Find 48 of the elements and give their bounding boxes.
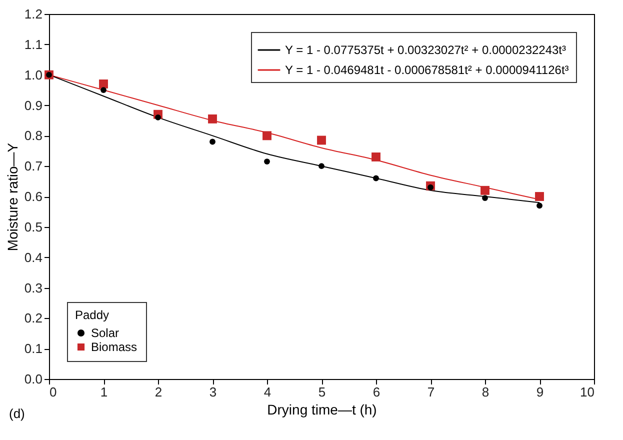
- legend-label: Y = 1 - 0.0775375t + 0.00323027t² + 0.0000232243t³: [285, 43, 566, 57]
- legend-title: Paddy: [75, 308, 110, 322]
- y-tick-label: 0.8: [24, 128, 42, 144]
- point: [480, 186, 490, 195]
- x-tick-label: 10: [580, 384, 594, 400]
- point: [428, 184, 434, 190]
- legend-label: Solar: [91, 326, 120, 340]
- y-tick-label: 0.3: [24, 280, 42, 296]
- point: [262, 131, 272, 140]
- x-tick-label: 0: [50, 384, 57, 400]
- point: [318, 163, 324, 170]
- point: [264, 158, 270, 164]
- x-tick-label: 3: [209, 384, 217, 400]
- x-axis-title: Drying time—t (h): [267, 402, 377, 418]
- y-tick-label: 1.2: [24, 6, 42, 22]
- point: [155, 114, 161, 120]
- point: [208, 114, 217, 124]
- y-axis-title: Moisture ratio—Y: [4, 142, 20, 252]
- y-tick-label: 0.4: [24, 250, 42, 265]
- point: [373, 175, 379, 182]
- x-tick-label: 2: [154, 384, 162, 400]
- x-tick-label: 8: [482, 384, 490, 400]
- point: [372, 152, 380, 162]
- x-tick-label: 7: [427, 384, 435, 400]
- y-tick-label: 1.1: [24, 36, 42, 52]
- x-tick-label: 5: [318, 384, 326, 400]
- x-tick-label: 4: [264, 384, 272, 400]
- y-tick-label: 0.1: [24, 341, 42, 356]
- legend-label: Biomass: [91, 340, 138, 354]
- point: [99, 79, 108, 88]
- y-tick-label: 0.9: [24, 98, 42, 113]
- y-tick-label: 0.2: [24, 310, 42, 326]
- point: [317, 136, 326, 145]
- point: [482, 195, 488, 201]
- x-tick-label: 1: [100, 384, 108, 400]
- x-tick-label: 9: [536, 384, 544, 400]
- point: [100, 87, 106, 93]
- point: [536, 202, 542, 209]
- y-tick-label: 1.0: [24, 67, 42, 82]
- text: (d): [9, 406, 25, 421]
- y-tick-label: 0.0: [24, 372, 42, 386]
- point: [210, 138, 216, 145]
- legend-label: Y = 1 - 0.0469481t - 0.000678581t² + 0.0000941126t³: [285, 63, 569, 77]
- x-tick-label: 6: [372, 384, 380, 400]
- y-tick-label: 0.6: [24, 189, 42, 204]
- point: [535, 192, 544, 201]
- y-tick-label: 0.5: [24, 219, 42, 234]
- y-tick-label: 0.7: [24, 158, 42, 174]
